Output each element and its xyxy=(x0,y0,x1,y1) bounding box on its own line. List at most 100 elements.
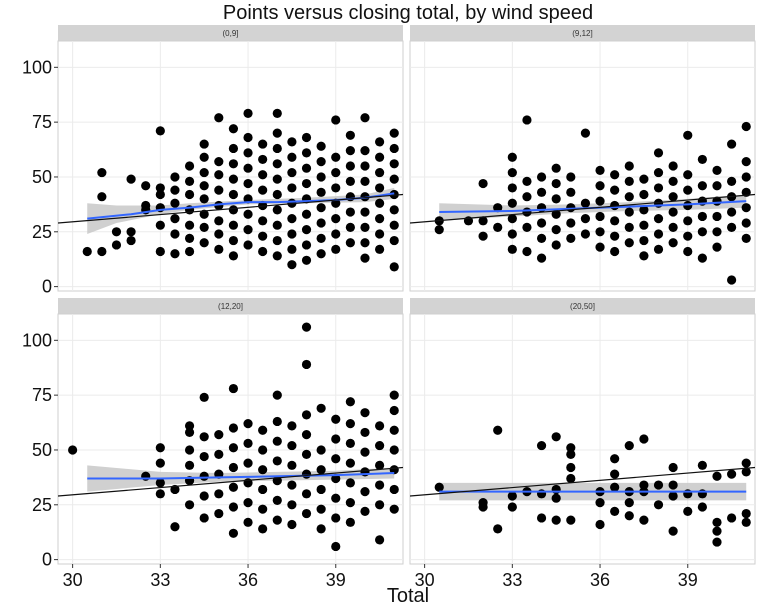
data-point xyxy=(301,163,312,173)
data-point xyxy=(536,489,547,499)
data-point xyxy=(683,231,693,241)
data-point xyxy=(214,489,224,499)
data-point xyxy=(155,183,165,193)
data-point xyxy=(683,216,693,226)
data-point xyxy=(653,148,664,158)
data-point xyxy=(331,152,341,162)
facet-strip xyxy=(410,25,755,41)
facet-panel-4: (20,50] 30 33 36 39 xyxy=(409,298,756,590)
data-point xyxy=(493,222,503,233)
data-point xyxy=(155,246,165,257)
data-point xyxy=(551,493,561,503)
data-point xyxy=(184,500,195,510)
x-tick-label: 30 xyxy=(63,570,83,590)
data-point xyxy=(683,185,693,195)
data-point xyxy=(214,508,224,519)
data-point xyxy=(287,440,297,451)
data-point xyxy=(375,152,385,162)
data-point xyxy=(214,449,224,459)
data-point xyxy=(639,480,649,490)
data-point xyxy=(258,139,268,149)
data-point xyxy=(683,130,693,140)
data-point xyxy=(551,432,561,442)
data-point xyxy=(741,517,751,527)
data-point xyxy=(97,192,107,202)
linear-fit-line xyxy=(410,193,755,224)
data-point xyxy=(301,132,312,143)
data-point xyxy=(610,231,620,241)
data-point xyxy=(478,497,488,508)
data-point xyxy=(214,170,224,180)
data-point xyxy=(214,229,224,239)
data-point xyxy=(741,203,751,213)
data-point xyxy=(610,246,620,257)
data-point xyxy=(741,508,751,519)
data-point xyxy=(375,137,385,147)
data-point xyxy=(624,511,634,521)
data-point xyxy=(228,174,239,184)
data-point xyxy=(199,491,209,501)
data-point xyxy=(301,255,312,265)
data-point xyxy=(389,143,399,154)
data-point xyxy=(375,535,385,545)
data-point xyxy=(566,515,576,525)
data-point xyxy=(272,456,282,466)
data-point xyxy=(741,121,751,132)
y-tick-label: 50 xyxy=(32,440,52,460)
data-point xyxy=(375,421,385,431)
data-point xyxy=(624,176,634,186)
data-point xyxy=(507,152,517,162)
data-point xyxy=(316,187,326,197)
data-point xyxy=(566,473,576,484)
data-point xyxy=(668,161,678,171)
data-point xyxy=(258,524,268,534)
data-point xyxy=(243,163,253,173)
data-point xyxy=(741,467,751,477)
data-point xyxy=(522,192,532,202)
data-point xyxy=(595,181,605,191)
data-point xyxy=(389,405,399,416)
data-point xyxy=(683,200,693,211)
data-point xyxy=(199,392,209,402)
data-point xyxy=(141,200,151,211)
data-point xyxy=(360,161,370,171)
data-point xyxy=(243,224,253,235)
data-point xyxy=(287,183,297,193)
data-point xyxy=(653,244,664,254)
data-point xyxy=(316,157,326,167)
data-point xyxy=(287,421,297,431)
data-point xyxy=(639,189,649,200)
data-point xyxy=(287,214,297,224)
data-point xyxy=(345,222,355,233)
data-point xyxy=(697,460,707,470)
data-point xyxy=(668,222,678,233)
data-point xyxy=(170,214,180,224)
data-point xyxy=(97,246,107,257)
data-point xyxy=(434,482,444,492)
data-point xyxy=(697,502,707,512)
data-point xyxy=(727,222,737,233)
data-point xyxy=(551,209,561,219)
data-point xyxy=(199,139,209,149)
data-point xyxy=(536,172,547,182)
data-point xyxy=(331,115,341,125)
data-point xyxy=(126,227,136,237)
data-point xyxy=(580,198,591,208)
data-point xyxy=(389,504,399,514)
data-point xyxy=(228,383,239,394)
data-point xyxy=(316,504,326,514)
x-tick-label: 36 xyxy=(238,570,258,590)
data-point xyxy=(170,522,180,532)
data-point xyxy=(287,519,297,530)
x-tick-label: 30 xyxy=(415,570,435,590)
data-point xyxy=(272,220,282,230)
x-tick-label: 39 xyxy=(678,570,698,590)
data-point xyxy=(375,440,385,451)
data-point xyxy=(111,240,122,250)
plot-layer xyxy=(410,425,755,547)
data-point xyxy=(566,187,576,197)
data-point xyxy=(155,220,165,230)
data-point xyxy=(434,224,444,235)
data-point xyxy=(375,229,385,239)
data-point xyxy=(712,165,722,175)
